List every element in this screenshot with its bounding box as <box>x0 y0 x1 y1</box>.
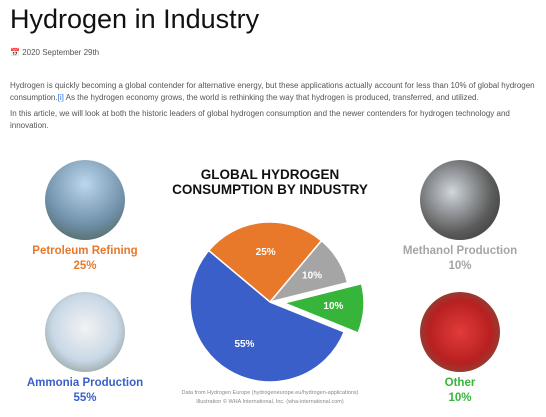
text: Hydrogen is quickly becoming a global co… <box>10 81 535 102</box>
chart-title: GLOBAL HYDROGEN CONSUMPTION BY INDUSTRY <box>172 167 368 197</box>
ammonia-photo <box>45 292 125 372</box>
pie-slice <box>189 249 346 383</box>
chart-note: Data from Hydrogen Europe (hydrogeneurop… <box>181 390 359 396</box>
category-value: 25% <box>73 260 97 272</box>
pie-slice <box>207 221 323 304</box>
category-label: Methanol Production <box>402 245 518 257</box>
category-label: Other <box>444 377 476 389</box>
paragraph: In this article, we will look at both th… <box>10 108 536 132</box>
text: As the hydrogen economy grows, the world… <box>63 93 479 102</box>
category-label: Ammonia Production <box>26 377 144 389</box>
methanol-photo <box>420 160 500 240</box>
category-value: 10% <box>448 260 472 272</box>
slice-label: 10% <box>323 301 343 312</box>
date-text: 2020 September 29th <box>22 48 100 57</box>
slice-label: 25% <box>256 247 276 258</box>
page-title: Hydrogen in Industry <box>10 4 260 34</box>
category-label: Petroleum Refining <box>32 245 138 257</box>
pie-slice <box>267 239 349 304</box>
footnote-link[interactable]: [i] <box>57 93 64 102</box>
bus-photo <box>420 292 500 372</box>
slice-label: 55% <box>234 339 254 350</box>
refinery-photo <box>45 160 125 240</box>
paragraph: Hydrogen is quickly becoming a global co… <box>10 80 536 104</box>
text: In this article, we will look at both th… <box>10 109 510 130</box>
date: 📅 2020 September 29th <box>10 48 100 57</box>
slice-label: 10% <box>302 270 322 281</box>
chart-note: Illustration © WHA International, Inc. (… <box>196 399 344 405</box>
pie-slice <box>281 282 365 334</box>
category-value: 10% <box>448 392 472 404</box>
category-value: 55% <box>73 392 97 404</box>
